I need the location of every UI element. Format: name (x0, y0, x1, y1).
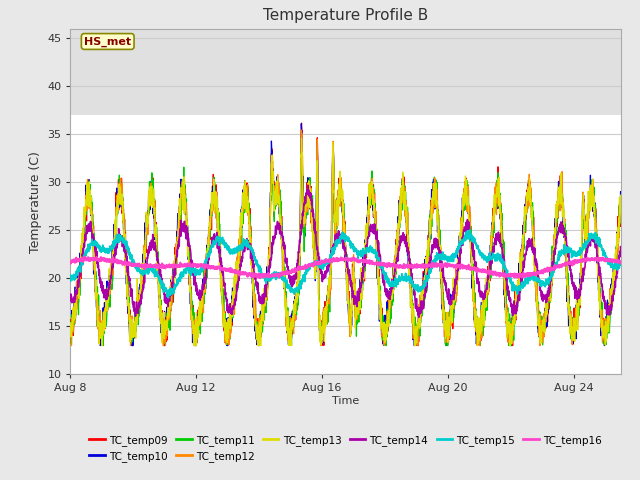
TC_temp16 (81, 254, 88, 260)
TC_temp10 (552, 218, 560, 224)
TC_temp14 (359, 264, 367, 270)
TC_temp15 (617, 258, 625, 264)
TC_temp13 (99, 343, 106, 348)
TC_temp09 (129, 343, 136, 348)
TC_temp14 (269, 241, 276, 247)
TC_temp16 (360, 259, 367, 264)
TC_temp10 (617, 200, 625, 206)
TC_temp11 (556, 200, 563, 205)
TC_temp16 (269, 273, 276, 279)
TC_temp15 (455, 246, 463, 252)
TC_temp16 (456, 264, 463, 269)
Line: TC_temp11: TC_temp11 (70, 147, 621, 346)
TC_temp13 (67, 325, 74, 331)
TC_temp09 (298, 120, 305, 126)
Legend: TC_temp09, TC_temp10, TC_temp11, TC_temp12, TC_temp13, TC_temp14, TC_temp15, TC_: TC_temp09, TC_temp10, TC_temp11, TC_temp… (85, 431, 606, 466)
Line: TC_temp15: TC_temp15 (70, 230, 621, 298)
TC_temp14 (304, 182, 312, 188)
TC_temp11 (360, 274, 367, 279)
TC_temp11 (269, 181, 276, 187)
TC_temp16 (256, 276, 264, 281)
TC_temp12 (456, 242, 463, 248)
Line: TC_temp09: TC_temp09 (70, 123, 621, 346)
TC_temp12 (556, 198, 563, 204)
TC_temp16 (556, 263, 563, 268)
TC_temp10 (556, 193, 563, 199)
TC_temp11 (552, 213, 560, 218)
TC_temp09 (146, 199, 154, 204)
Bar (70, 29, 621, 115)
TC_temp15 (269, 272, 276, 277)
TC_temp14 (617, 246, 625, 252)
TC_temp11 (298, 144, 305, 150)
TC_temp13 (552, 213, 560, 219)
TC_temp14 (456, 254, 463, 260)
TC_temp09 (556, 199, 563, 205)
TC_temp10 (360, 275, 367, 280)
Line: TC_temp12: TC_temp12 (70, 130, 621, 346)
TC_temp12 (617, 204, 625, 209)
TC_temp10 (298, 121, 305, 127)
TC_temp09 (67, 326, 74, 332)
TC_temp13 (269, 180, 276, 186)
TC_temp11 (617, 196, 625, 202)
Line: TC_temp13: TC_temp13 (70, 138, 621, 346)
TC_temp13 (456, 254, 463, 260)
TC_temp15 (145, 266, 153, 272)
TC_temp14 (415, 314, 422, 320)
TC_temp14 (67, 298, 74, 304)
TC_temp10 (269, 167, 276, 173)
X-axis label: Time: Time (332, 396, 359, 406)
TC_temp09 (360, 270, 367, 276)
TC_temp11 (456, 252, 463, 258)
TC_temp14 (552, 237, 560, 242)
TC_temp09 (552, 220, 560, 226)
TC_temp09 (456, 264, 463, 270)
Title: Temperature Profile B: Temperature Profile B (263, 9, 428, 24)
TC_temp12 (146, 198, 154, 204)
TC_temp12 (360, 276, 367, 282)
TC_temp15 (466, 227, 474, 233)
TC_temp13 (360, 271, 367, 277)
TC_temp12 (269, 159, 276, 165)
TC_temp13 (556, 196, 563, 202)
TC_temp14 (145, 243, 153, 249)
TC_temp13 (617, 210, 625, 216)
TC_temp15 (359, 247, 367, 253)
TC_temp12 (67, 330, 74, 336)
TC_temp13 (146, 197, 154, 203)
TC_temp15 (556, 254, 563, 260)
Text: HS_met: HS_met (84, 36, 131, 47)
Y-axis label: Temperature (C): Temperature (C) (29, 151, 42, 252)
Line: TC_temp14: TC_temp14 (70, 185, 621, 317)
TC_temp13 (298, 135, 305, 141)
TC_temp10 (146, 191, 154, 197)
TC_temp16 (146, 262, 154, 267)
TC_temp12 (552, 220, 560, 226)
TC_temp09 (269, 170, 276, 176)
TC_temp10 (97, 343, 104, 348)
TC_temp16 (67, 261, 74, 266)
TC_temp16 (617, 258, 625, 264)
TC_temp10 (456, 233, 463, 239)
TC_temp11 (146, 179, 154, 184)
TC_temp09 (617, 208, 625, 214)
TC_temp15 (552, 263, 560, 269)
TC_temp12 (68, 343, 76, 348)
TC_temp11 (67, 335, 74, 341)
TC_temp12 (298, 127, 305, 133)
Line: TC_temp16: TC_temp16 (70, 257, 621, 278)
TC_temp16 (552, 265, 560, 271)
TC_temp11 (99, 343, 107, 348)
TC_temp15 (164, 295, 172, 301)
TC_temp10 (67, 328, 74, 334)
Line: TC_temp10: TC_temp10 (70, 124, 621, 346)
TC_temp15 (67, 278, 74, 284)
TC_temp14 (556, 227, 563, 233)
